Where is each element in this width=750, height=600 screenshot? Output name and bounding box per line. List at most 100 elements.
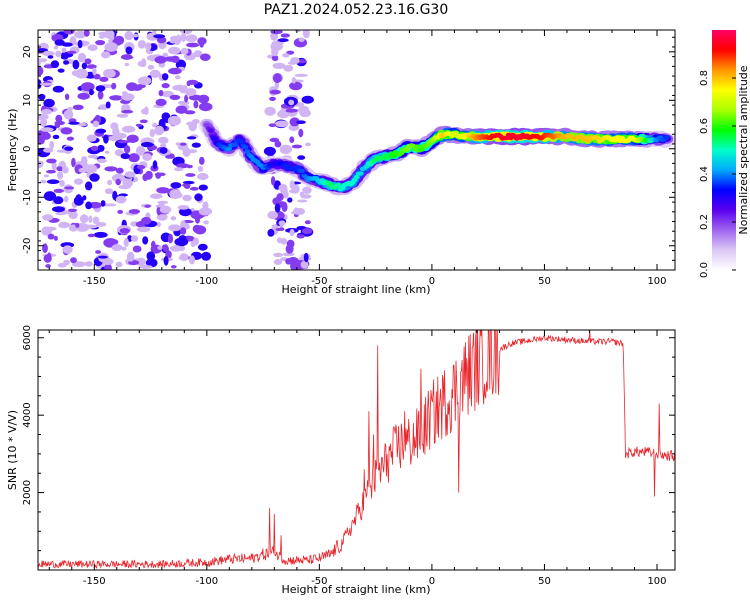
noise-blob — [53, 196, 64, 205]
noise-blob — [95, 250, 102, 254]
ridge-blob — [414, 144, 421, 149]
noise-blob — [126, 251, 135, 262]
noise-blob — [296, 120, 306, 124]
noise-blob — [40, 127, 54, 132]
ridge-blob — [244, 149, 251, 154]
snr-y-tick-label: 4000 — [22, 402, 33, 427]
noise-blob — [174, 75, 181, 80]
noise-blob — [104, 166, 118, 172]
noise-blob — [135, 145, 146, 156]
noise-blob — [185, 173, 196, 177]
noise-blob — [290, 57, 300, 65]
colorbar-tick-label: 0.6 — [699, 118, 710, 134]
noise-blob — [78, 167, 88, 173]
noise-blob — [104, 238, 119, 246]
noise-blob — [300, 194, 312, 199]
noise-blob — [278, 184, 288, 192]
noise-blob — [179, 207, 192, 217]
colorbar: 0.0 0.2 0.4 0.6 0.8 Normalized spectral ampl… — [699, 30, 750, 278]
noise-blob — [71, 70, 80, 77]
noise-blob — [75, 222, 80, 228]
noise-blob — [51, 160, 57, 171]
noise-blob — [177, 205, 190, 210]
noise-blob — [79, 214, 89, 224]
noise-blob — [104, 42, 118, 52]
noise-blob — [124, 62, 130, 67]
noise-blob — [53, 45, 59, 50]
noise-blob — [74, 30, 87, 39]
noise-blob — [38, 57, 41, 66]
ridge-blob — [357, 171, 364, 176]
noise-blob — [121, 91, 128, 95]
snr-x-tick-label: 0 — [429, 576, 435, 587]
snr-panel: -150 -100 -50 0 50 100 2000 4000 6000 Height of … — [6, 325, 676, 596]
noise-blob — [273, 252, 283, 258]
noise-blob — [180, 220, 187, 230]
noise-blob — [135, 123, 143, 127]
noise-blob — [105, 101, 111, 109]
noise-blob — [144, 204, 151, 208]
noise-blob — [141, 216, 152, 225]
noise-blob — [117, 209, 124, 214]
noise-blob — [304, 220, 311, 225]
noise-blob — [199, 156, 205, 165]
noise-blob — [118, 184, 131, 190]
noise-blob — [81, 62, 88, 70]
colorbar-ticks: 0.0 0.2 0.4 0.6 0.8 — [699, 70, 736, 278]
colorbar-label: Normalized spectral amplitude — [737, 65, 750, 234]
noise-blob — [168, 46, 181, 55]
noise-blob — [78, 122, 87, 127]
noise-blob — [169, 189, 182, 200]
noise-blob — [52, 134, 60, 140]
noise-blob — [191, 119, 200, 124]
noise-blob — [154, 125, 164, 136]
colorbar-tick-label: 0.2 — [699, 214, 710, 230]
noise-blob — [177, 100, 190, 106]
noise-blob — [73, 196, 84, 206]
figure-title: PAZ1.2024.052.23.16.G30 — [264, 2, 449, 18]
noise-blob — [43, 98, 55, 108]
noise-blob — [198, 207, 213, 216]
noise-blob — [141, 108, 147, 115]
spectrogram-background — [38, 30, 675, 270]
noise-blob — [64, 93, 70, 101]
noise-blob — [186, 42, 200, 48]
noise-blob — [271, 55, 279, 62]
noise-blob — [102, 258, 114, 265]
noise-blob — [57, 68, 65, 73]
noise-blob — [41, 108, 52, 115]
noise-blob — [72, 261, 86, 268]
noise-blob — [283, 190, 289, 199]
noise-blob — [153, 34, 166, 39]
ridge-blob — [238, 139, 245, 144]
noise-blob — [155, 98, 167, 106]
noise-blob — [194, 193, 203, 202]
noise-blob — [291, 77, 296, 84]
noise-blob — [84, 58, 92, 65]
noise-blob — [273, 259, 283, 265]
noise-blob — [200, 53, 211, 61]
noise-blob — [169, 94, 181, 100]
noise-blob — [185, 150, 191, 155]
noise-blob — [68, 121, 80, 125]
noise-blob — [175, 59, 187, 70]
noise-blob — [99, 76, 109, 82]
noise-blob — [170, 216, 177, 221]
noise-blob — [186, 164, 193, 169]
noise-blob — [130, 235, 138, 242]
noise-blob — [279, 227, 285, 231]
noise-blob — [280, 237, 287, 245]
noise-blob — [270, 30, 283, 35]
noise-blob — [167, 233, 174, 244]
noise-blob — [283, 64, 294, 72]
noise-blob — [123, 145, 131, 154]
noise-blob — [289, 117, 300, 127]
snr-background — [38, 330, 675, 570]
noise-blob — [158, 136, 169, 144]
noise-blob — [117, 140, 131, 144]
noise-blob — [46, 179, 60, 184]
noise-blob — [296, 234, 305, 239]
noise-blob — [57, 171, 64, 180]
noise-blob — [194, 225, 207, 235]
noise-blob — [297, 155, 306, 160]
